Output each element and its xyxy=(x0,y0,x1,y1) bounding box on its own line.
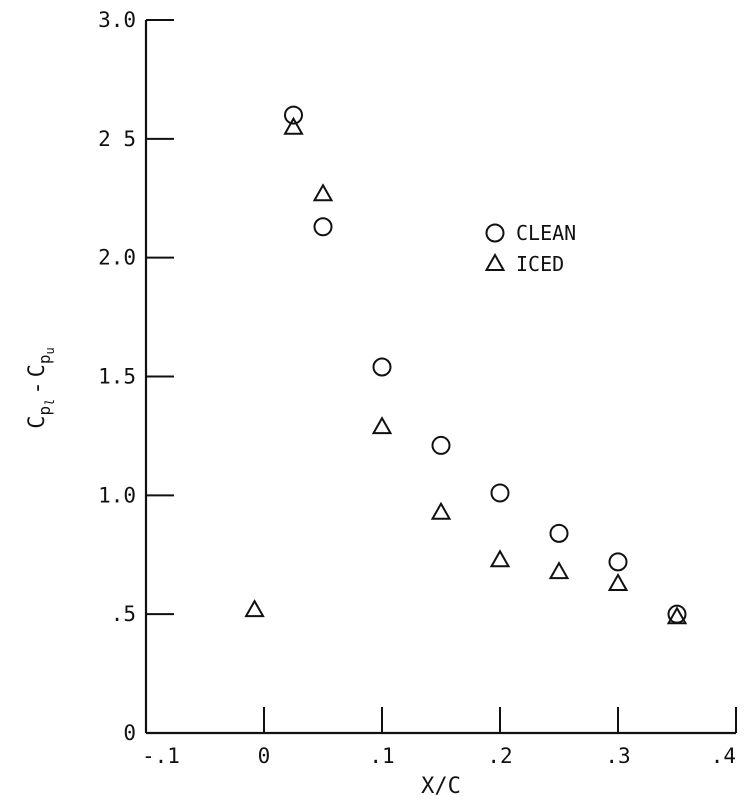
y-tick-label: 2 5 xyxy=(98,127,136,151)
ylabel-u: u xyxy=(43,347,57,354)
legend-item-iced: ICED xyxy=(484,252,564,276)
point-clean xyxy=(372,357,392,377)
x-axis-title: X/C xyxy=(421,774,461,799)
point-iced xyxy=(607,572,629,592)
y-tick-label: 1.5 xyxy=(98,365,136,389)
point-clean xyxy=(490,483,510,503)
y-ticks: 0 .5 1.0 1.5 2.0 2 5 3.0 xyxy=(98,8,174,745)
x-tick-label: -.1 xyxy=(142,744,180,768)
point-iced xyxy=(371,416,393,435)
point-iced xyxy=(244,599,265,618)
point-iced xyxy=(548,561,570,580)
x-tick-label: 0 xyxy=(258,744,271,768)
legend-circle-marker xyxy=(485,223,505,243)
y-axis-title: Cpl-Cpu xyxy=(25,347,57,429)
y-tick-label: .5 xyxy=(111,602,136,626)
ylabel-p1: p xyxy=(35,406,54,416)
legend-triangle-marker xyxy=(484,252,506,271)
svg-text:Cpl-Cpu: Cpl-Cpu xyxy=(25,347,57,429)
point-clean xyxy=(431,435,451,455)
y-tick-label: 0 xyxy=(123,721,136,745)
x-tick-label: .1 xyxy=(369,744,394,768)
point-iced xyxy=(312,183,334,202)
legend: CLEAN ICED xyxy=(484,221,576,276)
x-ticks: -.1 0 .1 .2 .3 .4 xyxy=(142,707,737,768)
point-iced xyxy=(430,501,452,520)
y-tick-label: 1.0 xyxy=(98,483,136,507)
point-clean xyxy=(313,217,333,237)
x-tick-label: .4 xyxy=(711,744,736,768)
point-clean xyxy=(608,552,628,572)
point-iced xyxy=(666,606,688,625)
legend-label-clean: CLEAN xyxy=(516,221,576,245)
point-iced xyxy=(489,549,511,568)
y-tick-label: 3.0 xyxy=(98,8,136,32)
ylabel-l: l xyxy=(43,399,57,406)
data-points xyxy=(244,105,688,625)
ylabel-p2: p xyxy=(35,354,54,364)
ylabel-c2: C xyxy=(25,364,50,377)
y-tick-label: 2.0 xyxy=(98,246,136,270)
point-iced xyxy=(283,116,304,135)
x-tick-label: .2 xyxy=(487,744,512,768)
legend-label-iced: ICED xyxy=(516,252,564,276)
ylabel-minus: - xyxy=(25,381,50,394)
point-clean xyxy=(549,523,569,543)
point-clean xyxy=(284,105,303,125)
x-tick-label: .3 xyxy=(605,744,630,768)
ylabel-c1: C xyxy=(25,416,50,429)
legend-item-clean: CLEAN xyxy=(485,221,576,245)
